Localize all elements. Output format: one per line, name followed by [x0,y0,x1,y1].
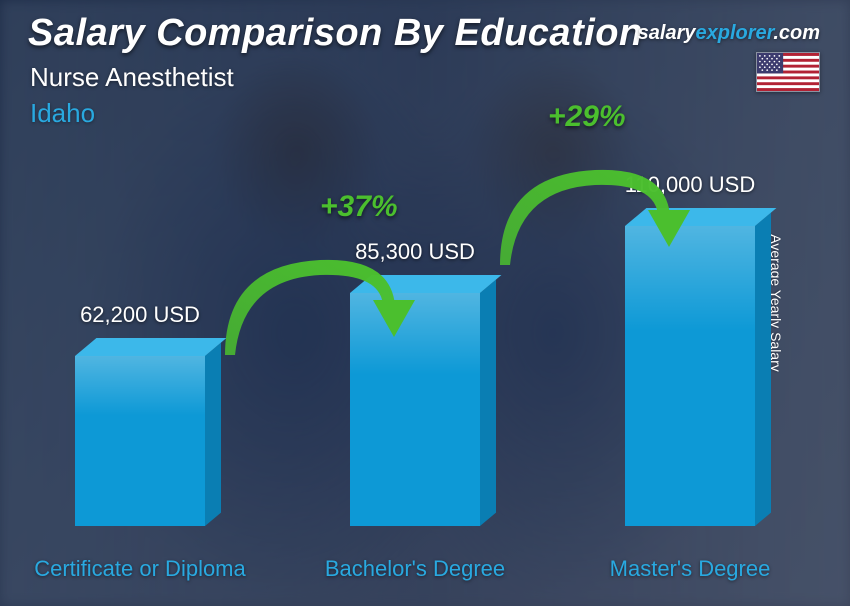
bar-side [480,280,496,526]
bar-chart: 62,200 USDCertificate or Diploma85,300 U… [60,140,790,576]
bar-0: 62,200 USDCertificate or Diploma [75,356,205,526]
bar-side [205,343,221,526]
increase-percent-label-0: +37% [320,190,398,224]
bar-value-label: 62,200 USD [40,302,240,328]
brand-part2: explorer [695,22,773,44]
page-title: Salary Comparison By Education [28,12,643,55]
brand-part1: salary [638,22,696,44]
bar-front [75,356,205,526]
bar-category-label: Master's Degree [580,556,800,581]
increase-arrow-1 [490,155,700,275]
increase-arrow-0 [215,245,425,365]
bar-category-label: Bachelor's Degree [305,556,525,581]
subtitle-occupation: Nurse Anesthetist [30,62,234,93]
brand-part3: .com [773,22,820,44]
increase-percent-label-1: +29% [548,100,626,134]
bar-top [75,338,226,356]
subtitle-region: Idaho [30,98,95,129]
bar-category-label: Certificate or Diploma [30,556,250,581]
flag-icon [756,52,820,92]
infographic-stage: Salary Comparison By Education Nurse Ane… [0,0,850,606]
bar-side [755,213,771,526]
brand-logo-text: salaryexplorer.com [638,22,820,45]
